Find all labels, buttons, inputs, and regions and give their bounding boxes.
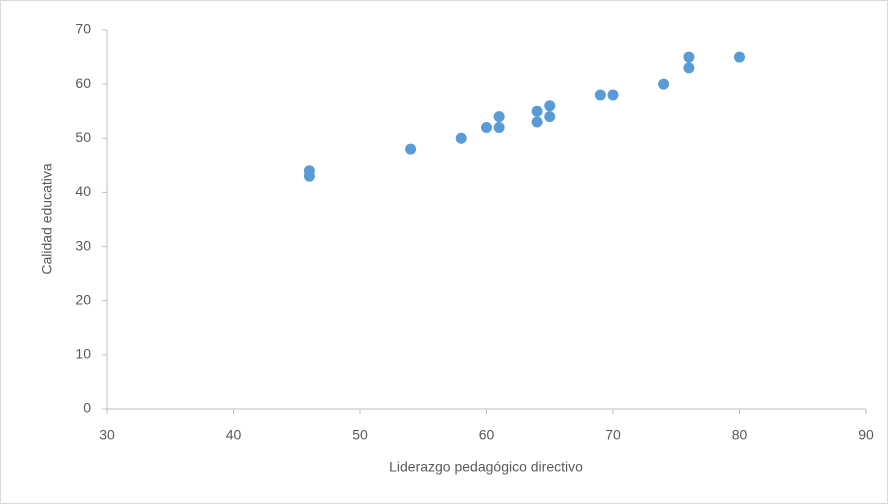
x-tick-label: 50 xyxy=(352,427,368,443)
point xyxy=(594,89,606,101)
point xyxy=(544,111,556,123)
x-tick-label: 80 xyxy=(732,427,748,443)
y-tick-label: 0 xyxy=(83,400,91,416)
y-tick-label: 30 xyxy=(75,237,91,253)
point xyxy=(734,51,745,63)
point xyxy=(493,111,505,123)
point xyxy=(493,121,505,133)
y-tick-label: 70 xyxy=(75,21,91,37)
x-tick-label: 30 xyxy=(99,427,115,443)
x-tick-label: 70 xyxy=(605,427,621,443)
y-axis-label: Calidad educativa xyxy=(39,163,55,275)
x-axis-label: Liderazgo pedagógico directivo xyxy=(389,459,583,475)
x-tick-label: 40 xyxy=(226,427,242,443)
point xyxy=(607,89,619,101)
point xyxy=(303,170,315,182)
y-tick-label: 40 xyxy=(75,183,91,199)
x-tick-label: 90 xyxy=(858,427,874,443)
x-tick-label: 60 xyxy=(479,427,495,443)
point xyxy=(544,100,556,112)
point xyxy=(531,105,543,117)
y-tick-label: 50 xyxy=(75,129,91,145)
point xyxy=(455,132,467,144)
y-tick-label: 20 xyxy=(75,291,91,307)
point xyxy=(683,51,695,63)
y-tick-label: 10 xyxy=(75,346,91,362)
y-tick-label: 60 xyxy=(75,75,91,91)
point xyxy=(658,78,670,90)
point xyxy=(531,116,543,128)
point xyxy=(683,62,695,74)
point xyxy=(405,143,417,155)
point xyxy=(481,121,492,133)
